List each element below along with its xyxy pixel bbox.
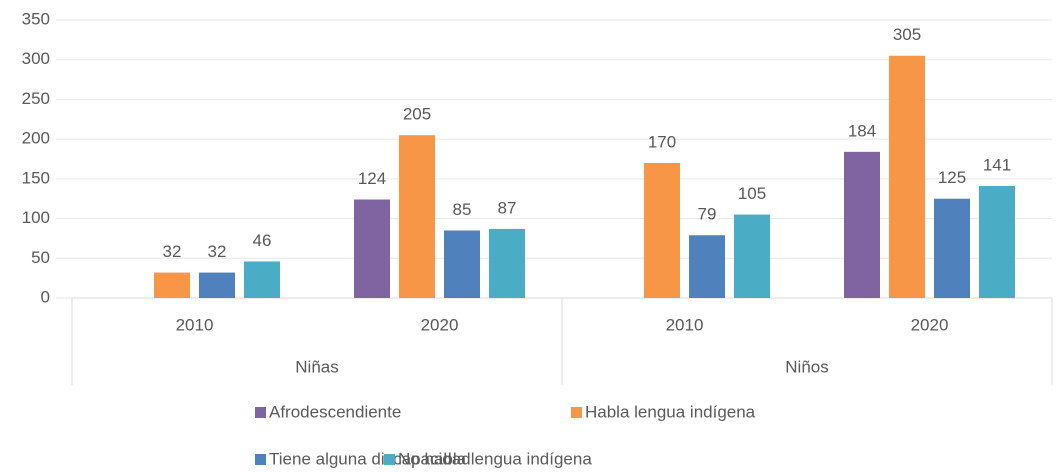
data-label: 46 — [253, 231, 272, 250]
bar — [444, 230, 480, 298]
legend-swatch — [255, 454, 266, 465]
y-tick-label: 250 — [22, 89, 50, 108]
data-label: 85 — [453, 200, 472, 219]
data-label: 124 — [358, 169, 386, 188]
y-tick-label: 350 — [22, 9, 50, 28]
data-label: 79 — [698, 205, 717, 224]
bar — [844, 151, 880, 298]
bar — [979, 186, 1015, 298]
y-tick-label: 100 — [22, 208, 50, 227]
y-tick-label: 150 — [22, 168, 50, 187]
group-label: Niñas — [295, 357, 338, 376]
bar — [399, 135, 435, 298]
legend-swatch — [384, 454, 395, 465]
y-tick-label: 200 — [22, 129, 50, 148]
bar — [689, 235, 725, 298]
data-label: 105 — [738, 184, 766, 203]
data-label: 205 — [403, 105, 431, 124]
group-label: Niños — [785, 357, 828, 376]
data-label: 305 — [893, 25, 921, 44]
data-label: 32 — [208, 242, 227, 261]
bar — [199, 272, 235, 298]
data-label: 32 — [163, 242, 182, 261]
data-label: 125 — [938, 168, 966, 187]
legend-label: Habla lengua indígena — [585, 402, 756, 421]
y-tick-label: 300 — [22, 49, 50, 68]
data-label: 87 — [498, 198, 517, 217]
bar — [889, 55, 925, 298]
y-tick-label: 50 — [31, 248, 50, 267]
bar — [489, 228, 525, 298]
data-label: 141 — [983, 155, 1011, 174]
data-label: 170 — [648, 132, 676, 151]
legend-label: Tiene alguna discapacidad — [269, 449, 471, 468]
x-tick-label: 2020 — [421, 315, 459, 334]
bar — [244, 261, 280, 298]
bar — [734, 214, 770, 298]
legend-label: No habla lengua indígena — [398, 449, 592, 468]
bar — [354, 199, 390, 298]
y-tick-label: 0 — [41, 287, 50, 306]
x-tick-label: 2010 — [666, 315, 704, 334]
legend-swatch — [255, 407, 266, 418]
bar — [934, 198, 970, 298]
x-tick-label: 2020 — [911, 315, 949, 334]
legend-label: Afrodescendiente — [269, 402, 401, 421]
legend-swatch — [571, 407, 582, 418]
bar — [154, 272, 190, 298]
bar — [644, 162, 680, 298]
x-tick-label: 2010 — [176, 315, 214, 334]
data-label: 184 — [848, 121, 876, 140]
